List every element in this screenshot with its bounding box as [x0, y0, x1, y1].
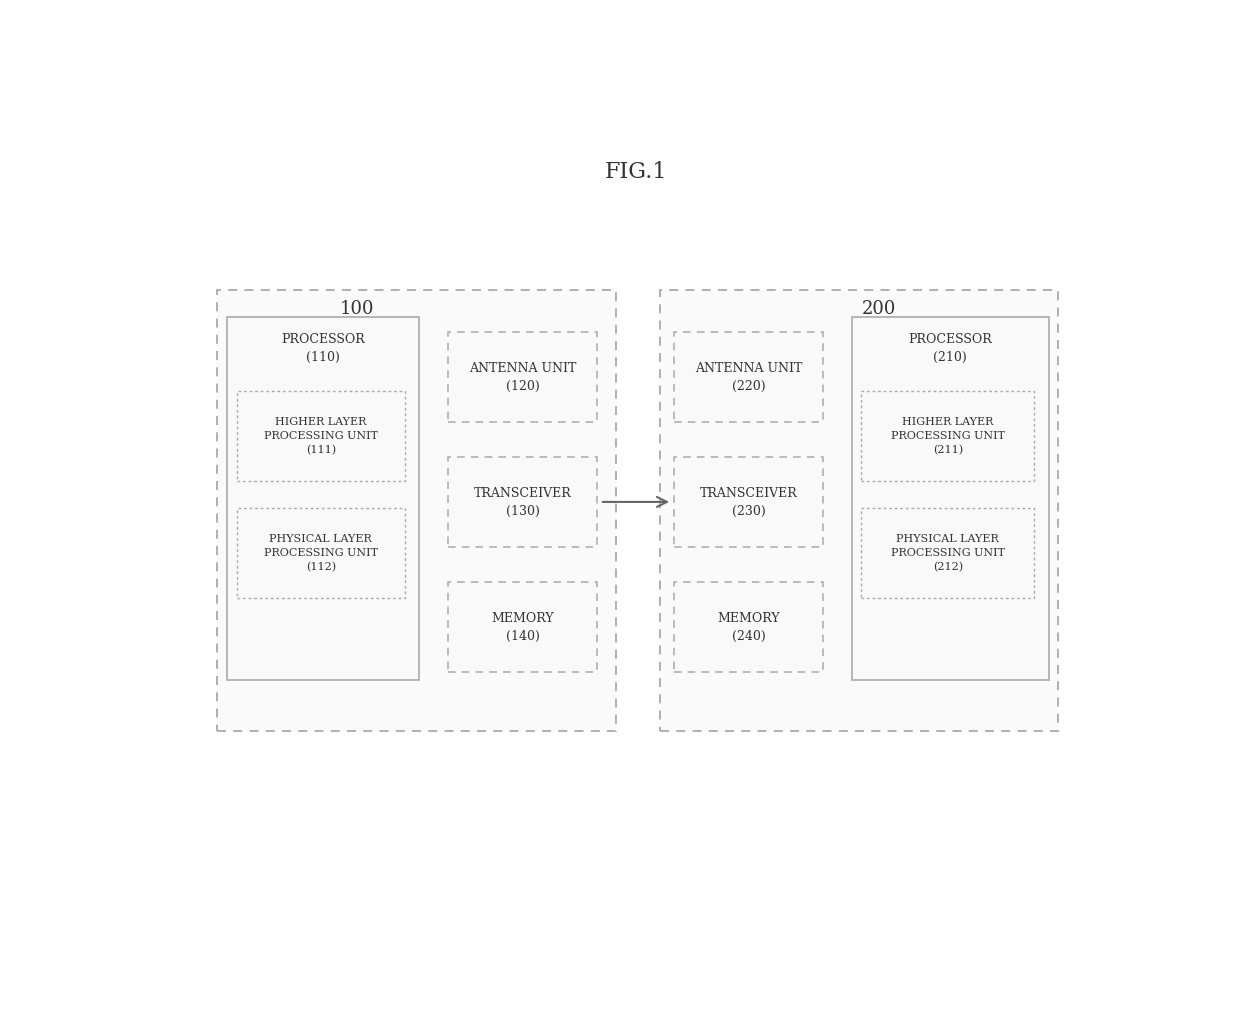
Text: ANTENNA UNIT
(120): ANTENNA UNIT (120): [469, 362, 577, 392]
Bar: [660, 290, 1059, 731]
Bar: [448, 457, 596, 548]
Bar: [862, 508, 1034, 598]
Text: 100: 100: [340, 300, 374, 318]
Text: MEMORY
(240): MEMORY (240): [717, 611, 780, 643]
Text: HIGHER LAYER
PROCESSING UNIT
(211): HIGHER LAYER PROCESSING UNIT (211): [890, 417, 1004, 455]
Text: ANTENNA UNIT
(220): ANTENNA UNIT (220): [694, 362, 802, 392]
Bar: [675, 457, 823, 548]
Text: MEMORY
(140): MEMORY (140): [491, 611, 554, 643]
Text: TRANSCEIVER
(230): TRANSCEIVER (230): [699, 487, 797, 518]
Text: FIG.1: FIG.1: [604, 161, 667, 184]
Text: PROCESSOR
(110): PROCESSOR (110): [281, 333, 365, 364]
Text: PHYSICAL LAYER
PROCESSING UNIT
(212): PHYSICAL LAYER PROCESSING UNIT (212): [890, 533, 1004, 572]
Bar: [217, 290, 616, 731]
Bar: [862, 391, 1034, 481]
Bar: [448, 333, 596, 422]
Text: HIGHER LAYER
PROCESSING UNIT
(111): HIGHER LAYER PROCESSING UNIT (111): [264, 417, 378, 455]
Bar: [852, 316, 1049, 680]
Bar: [237, 391, 404, 481]
Bar: [675, 333, 823, 422]
Bar: [237, 508, 404, 598]
Text: PHYSICAL LAYER
PROCESSING UNIT
(112): PHYSICAL LAYER PROCESSING UNIT (112): [264, 533, 378, 572]
Text: 200: 200: [862, 300, 897, 318]
Text: PROCESSOR
(210): PROCESSOR (210): [909, 333, 992, 364]
Bar: [675, 582, 823, 672]
Bar: [227, 316, 419, 680]
Bar: [448, 582, 596, 672]
Text: TRANSCEIVER
(130): TRANSCEIVER (130): [474, 487, 572, 518]
